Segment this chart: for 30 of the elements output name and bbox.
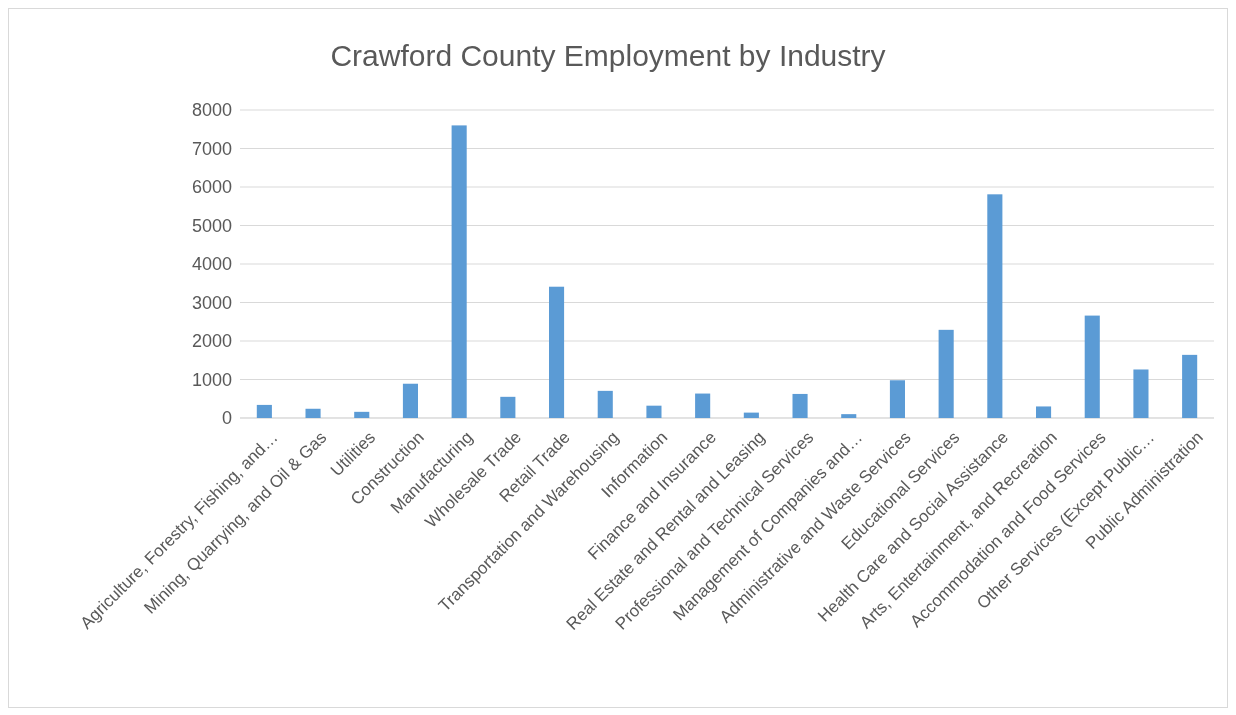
bar	[646, 405, 662, 418]
bar	[841, 414, 857, 418]
bar	[1133, 369, 1149, 418]
y-tick-label: 4000	[191, 254, 232, 275]
bar	[1084, 315, 1100, 418]
y-tick-label: 0	[221, 408, 232, 429]
bar	[500, 396, 516, 418]
y-tick-label: 8000	[191, 100, 232, 121]
bar	[256, 404, 272, 418]
bar	[354, 411, 370, 418]
bar	[695, 393, 711, 418]
bar	[402, 383, 418, 418]
bar	[743, 412, 759, 418]
bar	[987, 194, 1003, 418]
y-tick-label: 6000	[191, 177, 232, 198]
bar	[451, 125, 467, 418]
bar	[1036, 406, 1052, 418]
bar	[1182, 354, 1198, 418]
bar	[938, 329, 954, 418]
bar	[549, 286, 565, 418]
y-tick-label: 5000	[191, 215, 232, 236]
bar	[889, 380, 905, 418]
y-tick-label: 3000	[191, 292, 232, 313]
bar	[597, 390, 613, 418]
y-tick-label: 7000	[191, 138, 232, 159]
y-tick-label: 2000	[191, 331, 232, 352]
y-tick-label: 1000	[191, 369, 232, 390]
bar	[305, 408, 321, 418]
bar	[792, 393, 808, 418]
chart-title: Crawford County Employment by Industry	[330, 39, 886, 72]
